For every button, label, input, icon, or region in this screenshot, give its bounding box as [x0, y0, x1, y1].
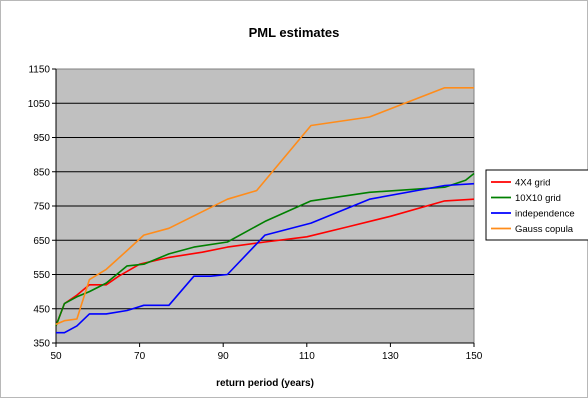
x-tick-label: 70	[134, 351, 146, 362]
y-tick-label: 650	[33, 236, 50, 247]
x-tick-label: 90	[218, 351, 230, 362]
x-axis-label: return period (years)	[216, 378, 314, 389]
x-tick-label: 110	[299, 351, 315, 362]
legend-label: independence	[515, 209, 575, 220]
y-tick-label: 750	[33, 202, 50, 213]
series-line-1	[55, 198, 475, 327]
legend-label: Gauss copula	[515, 224, 574, 235]
y-tick-label: 850	[33, 167, 50, 178]
y-tick-label: 950	[33, 133, 50, 144]
y-tick-label: 550	[33, 270, 50, 281]
y-tick-label: 1150	[28, 65, 50, 76]
grid-lines	[56, 102, 474, 310]
legend-label: 10X10 grid	[515, 193, 561, 204]
x-tick-label: 50	[50, 351, 62, 362]
axes: 350 450 550 650 750 850 950 1050 1150 50 70 90 110 13…	[28, 65, 483, 363]
x-tick-label: 150	[466, 351, 483, 362]
series-line-2	[55, 172, 475, 327]
legend: 4X4 grid 10X10 grid independence Gauss copu…	[485, 169, 588, 241]
series-line-4	[55, 87, 474, 325]
legend-label: 4X4 grid	[515, 178, 550, 189]
series-line-3	[56, 182, 475, 334]
series-lines	[55, 87, 475, 334]
y-tick-label: 1050	[28, 99, 51, 110]
y-tick-label: 450	[33, 304, 50, 315]
y-tick-label: 350	[33, 339, 50, 350]
chart-title: PML estimates	[249, 25, 340, 40]
x-tick-label: 130	[382, 351, 399, 362]
